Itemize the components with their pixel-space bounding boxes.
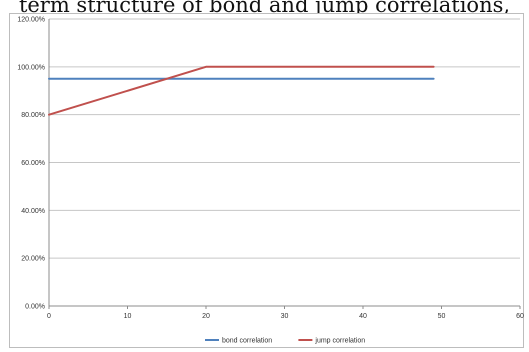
- y-tick-label: 0.00%: [25, 304, 45, 311]
- legend: bond correlation jump correlation: [205, 338, 365, 345]
- axes: [48, 19, 521, 309]
- y-tick-label: 20.00%: [21, 256, 45, 263]
- x-tick-label: 10: [124, 313, 132, 320]
- gridlines: [49, 18, 520, 259]
- y-tick-label: 40.00%: [21, 208, 45, 215]
- y-tick-label: 60.00%: [21, 160, 45, 167]
- x-tick-label: 40: [359, 313, 367, 320]
- caption-text: term structure of bond and jump correlat…: [18, 0, 511, 17]
- series-lines: [48, 65, 435, 116]
- series-line-jump-correlation: [48, 65, 435, 116]
- y-tick-label: 80.00%: [21, 112, 45, 119]
- x-tick-label: 30: [281, 313, 289, 320]
- y-tick-label: 120.00%: [17, 17, 45, 24]
- tick-labels: 0.00% 20.00% 40.00% 60.00% 80.00% 100.00% 120.…: [17, 17, 524, 321]
- x-tick-label: 50: [438, 313, 446, 320]
- legend-label: jump correlation: [314, 338, 365, 345]
- y-tick-label: 100.00%: [17, 64, 45, 71]
- chart-frame: [9, 13, 524, 348]
- x-tick-label: 20: [202, 313, 210, 320]
- x-tick-label: 60: [516, 313, 524, 320]
- legend-label: bond correlation: [222, 338, 272, 345]
- x-tick-label: 0: [47, 313, 51, 320]
